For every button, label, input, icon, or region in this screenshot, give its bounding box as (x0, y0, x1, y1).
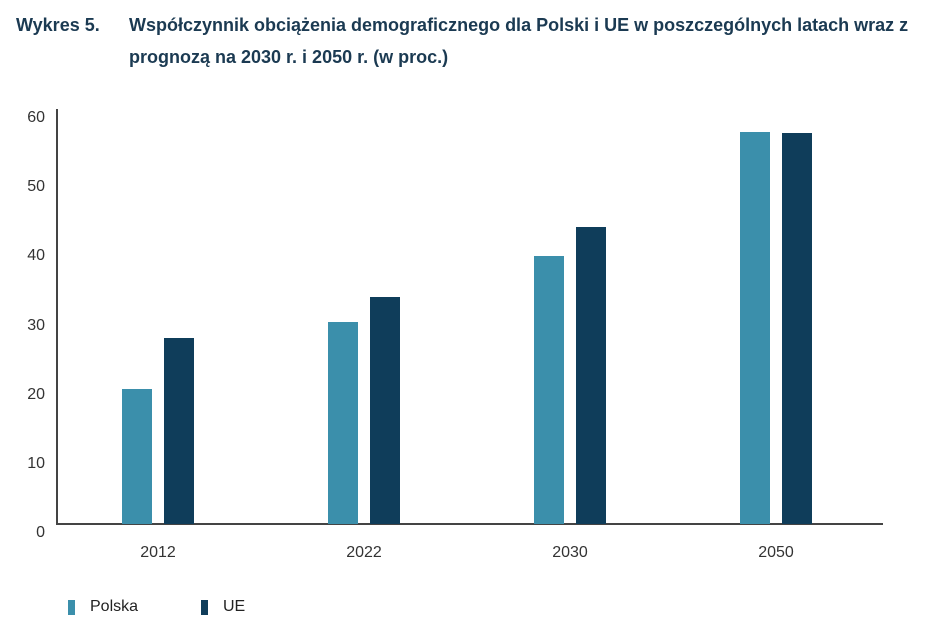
y-tick-label: 50 (27, 178, 45, 196)
bar-polska-2022 (328, 322, 358, 524)
bar-polska-2012 (122, 389, 152, 524)
y-tick-label: 30 (27, 316, 45, 334)
y-tick-label: 40 (27, 247, 45, 265)
y-tick-label: 60 (27, 109, 45, 126)
bar-polska-2030 (534, 255, 564, 524)
x-tick-label: 2012 (140, 544, 176, 561)
y-tick-label: 20 (27, 385, 45, 403)
x-tick-label: 2050 (758, 544, 794, 561)
bar-ue-2030 (576, 226, 606, 524)
y-tick-label: 10 (27, 454, 45, 472)
chart-title-text: Współczynnik obciążenia demograficznego … (129, 15, 909, 67)
bar-polska-2050 (740, 131, 770, 524)
x-axis-line (56, 523, 883, 525)
bar-ue-2050 (782, 132, 812, 524)
y-tick-label: 0 (36, 524, 45, 541)
bar-ue-2012 (164, 337, 194, 524)
legend-marker-ue-icon (201, 600, 208, 615)
legend-marker-polska-icon (68, 600, 75, 615)
chart-number: Wykres 5. (16, 15, 100, 35)
x-tick-label: 2022 (346, 544, 382, 561)
x-tick-label: 2030 (552, 544, 588, 561)
legend-label-ue: UE (223, 598, 246, 615)
y-axis-line (56, 109, 58, 524)
bar-ue-2022 (370, 297, 400, 524)
legend-label-polska: Polska (90, 598, 139, 615)
